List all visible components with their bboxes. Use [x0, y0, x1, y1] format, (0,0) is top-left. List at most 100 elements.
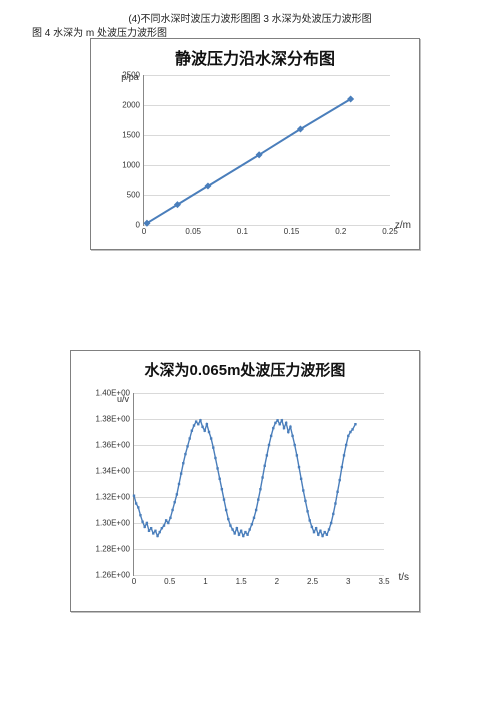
- data-marker: [139, 514, 141, 516]
- data-marker: [141, 521, 143, 523]
- data-marker: [156, 535, 158, 537]
- data-marker: [201, 426, 203, 428]
- ytick-label: 2500: [122, 71, 144, 80]
- data-marker: [285, 422, 287, 424]
- data-marker: [279, 423, 281, 425]
- data-marker: [264, 465, 266, 467]
- data-marker: [197, 423, 199, 425]
- data-marker: [242, 535, 244, 537]
- xtick-label: 0: [132, 575, 136, 586]
- data-marker: [165, 519, 167, 521]
- data-marker: [244, 531, 246, 533]
- ytick-label: 1.26E+00: [96, 571, 134, 580]
- data-marker: [253, 517, 255, 519]
- data-marker: [328, 528, 330, 530]
- data-marker: [321, 535, 323, 537]
- data-marker: [296, 454, 298, 456]
- data-marker: [257, 498, 259, 500]
- xtick-label: 0.5: [164, 575, 175, 586]
- data-marker: [246, 534, 248, 536]
- chart2-xlabel: t/s: [398, 572, 409, 583]
- data-marker: [231, 528, 233, 530]
- data-marker: [287, 431, 289, 433]
- data-marker: [332, 513, 334, 515]
- xtick-label: 0.15: [284, 225, 300, 236]
- ytick-label: 1.34E+00: [96, 467, 134, 476]
- xtick-label: 2.5: [307, 575, 318, 586]
- data-marker: [311, 526, 313, 528]
- data-marker: [189, 437, 191, 439]
- chart-wave-pressure: 水深为0.065m处波压力波形图 u/v t/s 1.26E+001.28E+0…: [70, 350, 420, 612]
- data-marker: [135, 502, 137, 504]
- data-marker: [330, 522, 332, 524]
- data-marker: [195, 420, 197, 422]
- data-marker: [137, 506, 139, 508]
- data-marker: [309, 519, 311, 521]
- data-marker: [249, 528, 251, 530]
- xtick-label: 0.25: [382, 225, 398, 236]
- data-marker: [351, 428, 353, 430]
- series-svg: [144, 75, 390, 225]
- data-marker: [208, 431, 210, 433]
- data-marker: [270, 435, 272, 437]
- data-marker: [214, 457, 216, 459]
- data-marker: [326, 534, 328, 536]
- data-marker: [236, 527, 238, 529]
- data-marker: [169, 517, 171, 519]
- data-marker: [259, 488, 261, 490]
- chart1-plot-area: 0500100015002000250000.050.10.150.20.25: [143, 75, 390, 226]
- data-marker: [144, 526, 146, 528]
- data-marker: [163, 524, 165, 526]
- data-marker: [178, 483, 180, 485]
- data-marker: [150, 527, 152, 529]
- chart2-title: 水深为0.065m处波压力波形图: [71, 359, 419, 380]
- data-marker: [204, 430, 206, 432]
- ytick-label: 1000: [122, 161, 144, 170]
- data-marker: [229, 524, 231, 526]
- data-marker: [274, 422, 276, 424]
- xtick-label: 3: [346, 575, 350, 586]
- xtick-label: 1: [203, 575, 207, 586]
- chart-static-pressure: 静波压力沿水深分布图 p/pa z/m 05001000150020002500…: [90, 38, 420, 250]
- chart2-plot-area: 1.26E+001.28E+001.30E+001.32E+001.34E+00…: [133, 393, 384, 576]
- data-marker: [227, 518, 229, 520]
- data-marker: [304, 500, 306, 502]
- data-marker: [133, 495, 135, 497]
- data-marker: [347, 435, 349, 437]
- data-marker: [199, 419, 201, 421]
- data-marker: [336, 491, 338, 493]
- data-marker: [349, 431, 351, 433]
- data-marker: [294, 444, 296, 446]
- data-marker: [255, 509, 257, 511]
- data-marker: [234, 532, 236, 534]
- xtick-label: 2: [275, 575, 279, 586]
- gridline-h: [144, 225, 390, 226]
- data-marker: [161, 527, 163, 529]
- data-marker: [219, 478, 221, 480]
- data-marker: [191, 430, 193, 432]
- caption-left: 图 4 水深为 m 处波压力波形图: [32, 24, 167, 39]
- data-marker: [176, 493, 178, 495]
- ytick-label: 1500: [122, 131, 144, 140]
- data-marker: [341, 466, 343, 468]
- data-marker: [261, 476, 263, 478]
- data-marker: [339, 479, 341, 481]
- data-marker: [315, 527, 317, 529]
- data-marker: [298, 466, 300, 468]
- data-marker: [159, 531, 161, 533]
- ytick-label: 1.36E+00: [96, 441, 134, 450]
- data-marker: [182, 462, 184, 464]
- data-marker: [193, 424, 195, 426]
- data-marker: [289, 426, 291, 428]
- data-marker: [216, 467, 218, 469]
- data-marker: [268, 444, 270, 446]
- ytick-label: 1.30E+00: [96, 519, 134, 528]
- xtick-label: 3.5: [378, 575, 389, 586]
- data-marker: [238, 534, 240, 536]
- ytick-label: 1.32E+00: [96, 493, 134, 502]
- data-marker: [324, 531, 326, 533]
- data-marker: [167, 522, 169, 524]
- data-marker: [210, 437, 212, 439]
- data-marker: [345, 444, 347, 446]
- data-marker: [240, 530, 242, 532]
